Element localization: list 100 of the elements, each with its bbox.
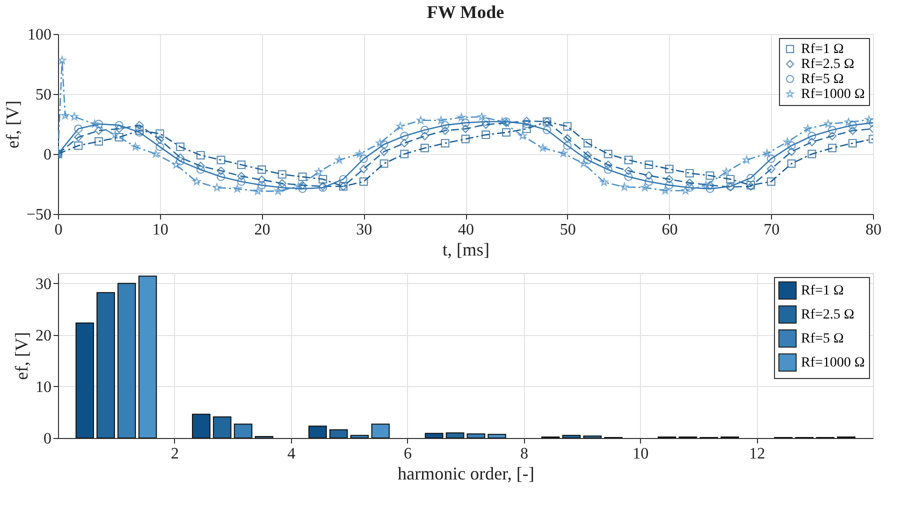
point [314, 168, 323, 176]
y-tick-label: 0 [44, 146, 52, 164]
point [196, 165, 205, 174]
point [783, 138, 792, 146]
point [461, 118, 470, 128]
y-tick-label: 0 [44, 430, 52, 448]
bar [562, 434, 581, 438]
point [376, 138, 384, 147]
point [298, 172, 307, 182]
point [318, 174, 328, 184]
point [257, 176, 266, 184]
point [661, 186, 670, 194]
point [196, 150, 205, 160]
point [156, 129, 164, 138]
point [380, 147, 388, 156]
point [762, 149, 772, 157]
point [380, 159, 388, 168]
legend-label: Rf=1000 Ω [801, 87, 865, 102]
point [522, 116, 531, 126]
x-tick-label: 8 [520, 446, 528, 462]
point [746, 174, 756, 182]
x-tick-label: 6 [404, 446, 412, 462]
point [478, 112, 486, 120]
point [722, 168, 730, 176]
point [580, 159, 588, 168]
point [681, 186, 690, 194]
x-tick-label: 2 [170, 446, 179, 462]
y-tick-label: 50 [36, 86, 52, 104]
x-axis-title: t, [ms] [442, 240, 490, 260]
point [685, 178, 694, 188]
point [522, 120, 531, 128]
bar [329, 429, 348, 438]
point [216, 156, 226, 164]
point [522, 124, 531, 134]
bar [350, 434, 369, 438]
point [440, 138, 450, 148]
point [400, 132, 409, 140]
point [685, 168, 694, 178]
point [502, 128, 511, 137]
x-axis-title: harmonic order, [-] [398, 464, 534, 484]
point [824, 120, 832, 128]
point [436, 116, 446, 124]
point [274, 186, 282, 195]
point [70, 112, 78, 120]
legend-label: Rf=1 Ω [801, 42, 844, 57]
point [563, 141, 572, 150]
point [156, 135, 164, 144]
point [380, 140, 388, 149]
point [172, 160, 180, 168]
x-tick-label: 10 [632, 446, 649, 462]
point [726, 174, 735, 184]
point [176, 156, 185, 166]
x-tick-label: 10 [152, 222, 168, 238]
point [457, 113, 466, 121]
y-tick-label: 10 [36, 378, 52, 396]
point [278, 170, 286, 179]
bar [446, 432, 464, 438]
point [461, 134, 470, 144]
point [416, 116, 425, 124]
x-tick-label: 60 [662, 222, 678, 238]
point [396, 122, 404, 130]
point [420, 132, 430, 140]
point [338, 174, 348, 184]
point [94, 126, 104, 135]
point [114, 132, 124, 142]
bar [96, 292, 115, 438]
bar [488, 434, 506, 438]
point [74, 132, 83, 142]
point [828, 144, 837, 152]
point [254, 186, 262, 195]
point [664, 164, 674, 174]
point [359, 177, 368, 186]
point [624, 166, 633, 176]
y-tick-label: −50 [26, 206, 52, 224]
point [620, 182, 628, 191]
point [828, 132, 837, 140]
point [640, 183, 649, 192]
point [90, 120, 99, 128]
bar [117, 282, 136, 438]
point [74, 124, 83, 134]
point [563, 122, 572, 131]
point [192, 177, 201, 186]
x-tick-label: 70 [764, 222, 780, 238]
point [742, 156, 751, 164]
point [563, 134, 572, 143]
y-tick-label: 20 [36, 327, 52, 344]
bar [424, 432, 444, 438]
y-axis-title: ef, [V] [2, 100, 22, 148]
x-tick-label: 50 [560, 222, 576, 238]
legend-label: Rf=5 Ω [801, 332, 844, 346]
point [787, 147, 796, 156]
point [400, 150, 409, 158]
point [420, 126, 430, 134]
point [257, 165, 266, 174]
point [482, 120, 490, 129]
point [685, 183, 694, 192]
point [131, 142, 140, 150]
x-tick-label: 20 [254, 222, 270, 238]
bar [212, 416, 232, 438]
point [518, 132, 527, 140]
